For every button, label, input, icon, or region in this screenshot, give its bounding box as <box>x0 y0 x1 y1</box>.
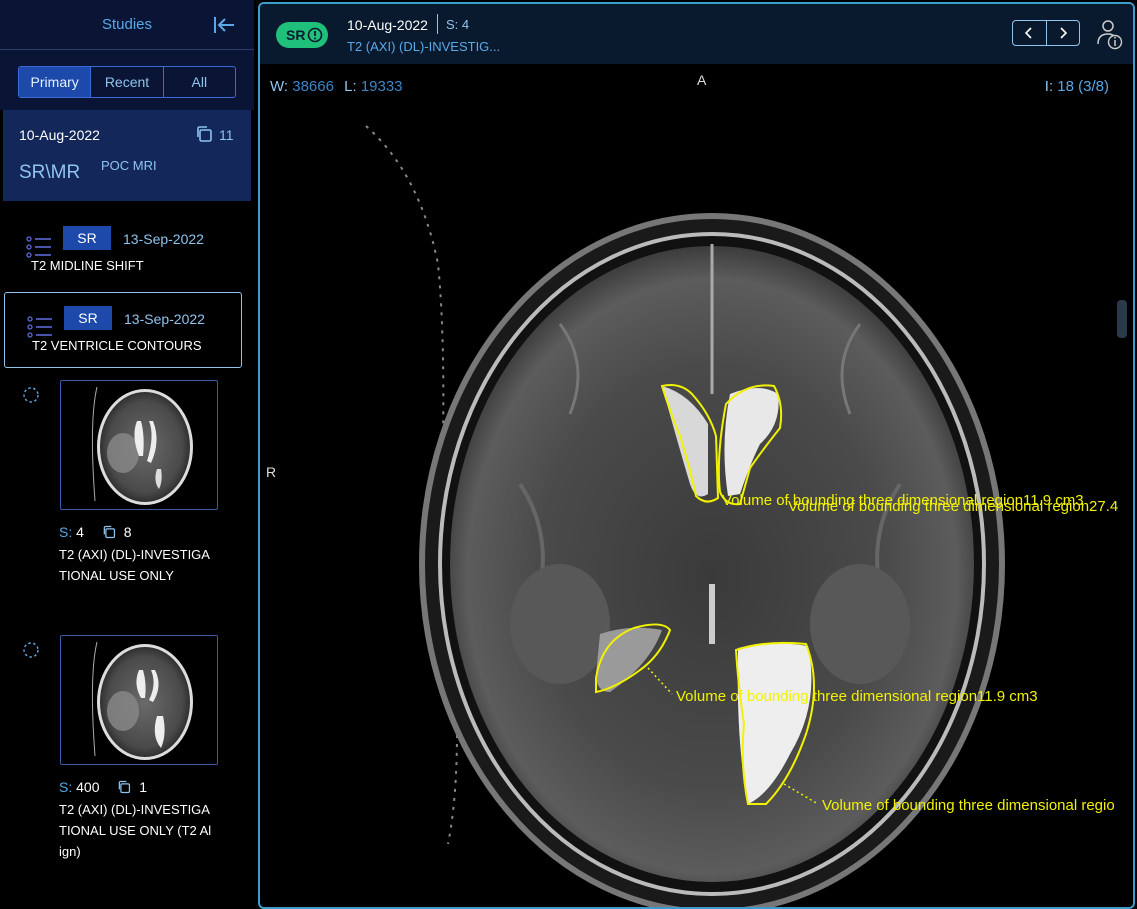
orientation-marker-top: A <box>697 72 707 88</box>
series-label: S: <box>59 524 73 540</box>
sidebar-header: Studies <box>0 0 254 50</box>
series-navigation <box>1012 20 1080 46</box>
window-level-readout: W: 38666 L: 19333 <box>270 78 403 95</box>
sr-status-pill[interactable]: SR <box>276 22 328 48</box>
loading-spinner-icon <box>23 642 39 658</box>
viewport-series-label: S: <box>446 17 459 32</box>
sr-badge: SR <box>64 306 112 330</box>
viewport-study-date: 10-Aug-2022 <box>347 17 428 33</box>
brain-thumbnail-image <box>91 641 193 760</box>
series-number: 4 <box>76 524 84 540</box>
list-icon <box>27 316 52 338</box>
sr-date: 13-Sep-2022 <box>124 311 205 327</box>
brain-thumbnail-image <box>91 386 193 505</box>
studies-sidebar: Studies Primary Recent All 10-Aug-2022 1… <box>0 0 254 909</box>
annotation-label[interactable]: Volume of bounding three dimensional reg… <box>722 492 1084 509</box>
series-title-line: T2 (AXI) (DL)-INVESTIGA <box>59 802 210 817</box>
study-filter-area: Primary Recent All <box>0 50 254 110</box>
orientation-marker-left: R <box>266 464 277 480</box>
study-description: POC MRI <box>101 158 157 173</box>
sr-pill-label: SR <box>286 27 306 43</box>
tab-primary[interactable]: Primary <box>19 67 92 97</box>
window-key: W: <box>270 78 289 95</box>
tab-recent[interactable]: Recent <box>91 67 164 97</box>
series-item-400[interactable]: S: 400 1 T2 (AXI) (DL)-INVESTIGA TIONAL … <box>0 635 254 865</box>
series-meta: S: 4 8 <box>59 524 132 540</box>
tab-all[interactable]: All <box>191 74 208 90</box>
study-modality: SR\MR <box>19 162 81 183</box>
window-value: 38666 <box>292 78 334 95</box>
image-canvas[interactable]: W: 38666 L: 19333 I: 18 (3/8) A R Volume… <box>260 64 1133 907</box>
loading-spinner-icon <box>23 387 39 403</box>
viewport-series-description: T2 (AXI) (DL)-INVESTIG... <box>347 39 501 54</box>
viewport-series: S: 4 <box>446 17 469 32</box>
study-card[interactable]: 10-Aug-2022 11 SR\MR POC MRI <box>3 110 251 201</box>
series-title-line: TIONAL USE ONLY (T2 Al <box>59 823 212 838</box>
instances-copy-icon <box>197 126 212 142</box>
series-instance-count: 8 <box>123 524 132 540</box>
next-button[interactable] <box>1047 21 1080 45</box>
annotation-label[interactable]: Volume of bounding three dimensional reg… <box>676 688 1038 705</box>
series-title-line: T2 (AXI) (DL)-INVESTIGA <box>59 547 210 562</box>
viewport-series-number: 4 <box>461 17 470 32</box>
image-scrollbar-thumb[interactable] <box>1117 300 1127 338</box>
sr-label: T2 MIDLINE SHIFT <box>31 258 144 273</box>
patient-info-icon[interactable] <box>1094 18 1124 50</box>
annotation-label[interactable]: Volume of bounding three dimensional reg… <box>788 498 1119 515</box>
series-label: S: <box>59 779 73 795</box>
index-value: 18 (3/8) <box>1057 78 1109 95</box>
series-title: T2 (AXI) (DL)-INVESTIGA TIONAL USE ONLY <box>59 544 229 586</box>
list-icon <box>26 236 51 258</box>
image-viewport[interactable]: SR 10-Aug-2022 S: 4 T2 (AXI) (DL)-INVEST… <box>258 2 1135 909</box>
chevron-left-icon <box>1024 27 1032 39</box>
series-thumbnail[interactable] <box>60 380 218 510</box>
annotation-label[interactable]: Volume of bounding three dimensional reg… <box>822 797 1115 814</box>
instances-copy-icon <box>103 525 115 539</box>
instances-copy-icon <box>119 780 131 794</box>
image-index-readout: I: 18 (3/8) <box>1045 78 1109 95</box>
series-title-line: TIONAL USE ONLY <box>59 568 174 583</box>
sr-item-ventricle-contours[interactable]: SR 13-Sep-2022 T2 VENTRICLE CONTOURS <box>4 292 242 368</box>
alert-icon <box>307 27 323 43</box>
chevron-right-icon <box>1059 27 1067 39</box>
sr-label: T2 VENTRICLE CONTOURS <box>32 338 202 353</box>
study-date: 10-Aug-2022 <box>19 127 100 143</box>
mri-brain-image <box>365 125 1005 907</box>
studies-title: Studies <box>101 16 153 33</box>
series-thumbnail[interactable] <box>60 635 218 765</box>
previous-button[interactable] <box>1013 21 1047 45</box>
index-key: I: <box>1044 78 1054 95</box>
series-instance-count: 1 <box>139 779 148 795</box>
level-key: L: <box>344 78 357 95</box>
series-title: T2 (AXI) (DL)-INVESTIGA TIONAL USE ONLY … <box>59 799 229 862</box>
sr-badge: SR <box>63 226 111 250</box>
study-filter-tabs: Primary Recent All <box>18 66 236 98</box>
study-instance-count: 11 <box>219 127 234 143</box>
sr-item-midline-shift[interactable]: SR 13-Sep-2022 T2 MIDLINE SHIFT <box>4 213 242 289</box>
level-value: 19333 <box>360 78 403 95</box>
series-item-4[interactable]: S: 4 8 T2 (AXI) (DL)-INVESTIGA TIONAL US… <box>0 380 254 600</box>
collapse-sidebar-icon[interactable] <box>212 14 236 36</box>
series-meta: S: 400 1 <box>59 779 147 795</box>
series-title-line: ign) <box>59 844 81 859</box>
series-number: 400 <box>76 779 100 795</box>
sr-date: 13-Sep-2022 <box>123 231 204 247</box>
header-divider <box>437 14 438 34</box>
viewport-header: SR 10-Aug-2022 S: 4 T2 (AXI) (DL)-INVEST… <box>260 4 1133 64</box>
